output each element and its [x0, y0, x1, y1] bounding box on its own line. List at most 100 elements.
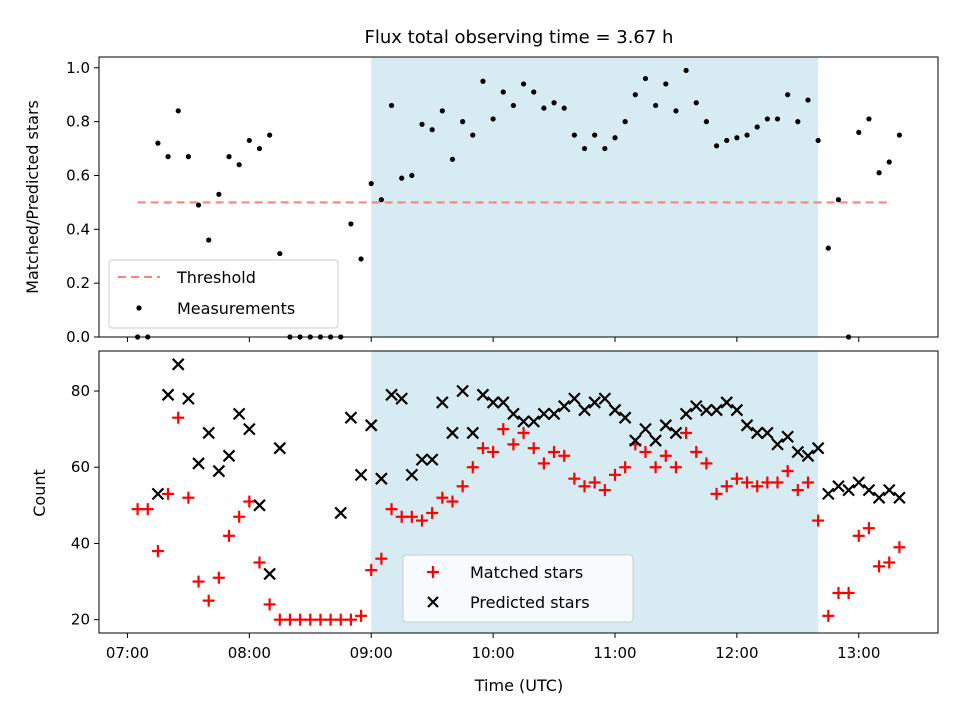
- measurement-point: [886, 159, 892, 165]
- matched-star-point: [395, 510, 408, 523]
- measurement-point: [175, 108, 181, 114]
- predicted-star-point: [791, 445, 805, 459]
- predicted-star-stroke-b: [466, 426, 480, 440]
- predicted-star-stroke-b: [405, 468, 419, 482]
- predicted-star-stroke-b: [171, 358, 185, 371]
- measurement-point: [622, 119, 628, 125]
- bottom-y-tick-label: 40: [71, 534, 90, 552]
- predicted-star-stroke-b: [791, 445, 805, 459]
- measurement-point: [602, 145, 608, 152]
- matched-star-point: [568, 472, 581, 485]
- predicted-star-stroke-b: [598, 392, 612, 405]
- predicted-star-stroke-b: [486, 396, 500, 409]
- predicted-star-point: [537, 407, 551, 421]
- matched-star-point: [598, 484, 611, 497]
- predicted-star-stroke-b: [852, 476, 866, 489]
- measurement-point: [581, 145, 588, 152]
- bottom-x-tick-label: 10:00: [471, 644, 514, 662]
- matched-star-point: [416, 514, 429, 527]
- measurement-point: [632, 92, 638, 98]
- measurement-point: [368, 180, 374, 187]
- predicted-star-point: [649, 434, 662, 447]
- matched-star-point: [223, 529, 236, 542]
- measurement-point: [561, 105, 567, 111]
- matched-star-point: [781, 465, 794, 478]
- measurement-point: [835, 197, 842, 203]
- measurement-point: [155, 140, 161, 146]
- predicted-star-stroke-b: [639, 422, 652, 436]
- matched-star-point: [202, 594, 215, 607]
- measurement-point: [409, 172, 415, 179]
- measurement-point: [744, 132, 750, 138]
- predicted-star-stroke-b: [720, 396, 734, 409]
- matched-star-point: [680, 426, 693, 439]
- predicted-star-point: [761, 426, 774, 440]
- predicted-star-stroke-b: [740, 419, 754, 432]
- measurement-point: [856, 129, 862, 135]
- measurement-point: [429, 127, 435, 133]
- predicted-star-point: [710, 403, 723, 417]
- predicted-star-stroke-b: [517, 415, 530, 428]
- bottom-x-tick-label: 09:00: [350, 644, 393, 662]
- predicted-star-stroke-b: [882, 483, 896, 497]
- matched-star-point: [700, 457, 713, 470]
- predicted-star-point: [659, 419, 673, 432]
- measurement-point: [500, 89, 506, 95]
- predicted-star-stroke-b: [496, 396, 510, 409]
- measurement-point: [165, 154, 171, 160]
- measurement-point: [185, 154, 191, 160]
- matched-star-point: [842, 586, 855, 599]
- matched-star-point: [751, 480, 764, 493]
- measurement-point: [531, 89, 537, 95]
- measurement-point: [592, 132, 598, 138]
- measurement-point: [815, 137, 821, 144]
- bottom-plot-frame: [98, 350, 939, 634]
- matched-star-point: [273, 613, 286, 626]
- bottom-x-tick-label: 11:00: [593, 644, 636, 662]
- matched-star-point: [263, 598, 276, 611]
- top-panel: 0.0 0.2 0.4 0.6 0.8 1.0 Matched/Predicted sta…: [23, 56, 939, 346]
- predicted-star-stroke-b: [385, 388, 398, 402]
- measurement-point: [348, 221, 354, 227]
- measurement-point: [358, 256, 364, 262]
- matched-star-point: [162, 487, 175, 500]
- bottom-legend: Matched stars Predicted stars: [402, 554, 634, 623]
- predicted-star-point: [568, 392, 581, 405]
- predicted-star-stroke-b: [446, 426, 459, 440]
- matched-star-point: [873, 560, 886, 573]
- matched-star-point: [507, 438, 520, 451]
- matched-star-point: [131, 503, 144, 516]
- predicted-star-point: [822, 487, 835, 501]
- predicted-star-stroke-b: [872, 491, 886, 504]
- predicted-star-stroke-b: [781, 430, 794, 444]
- matched-star-point: [172, 411, 185, 424]
- predicted-star-stroke-b: [659, 419, 673, 432]
- matched-star-point: [466, 461, 479, 474]
- predicted-star-point: [344, 411, 358, 424]
- predicted-star-stroke-b: [161, 388, 175, 402]
- measurement-point: [673, 108, 679, 114]
- measurement-point: [216, 191, 222, 197]
- matched-star-point: [405, 510, 418, 523]
- predicted-star-point: [598, 392, 612, 405]
- matched-star-point: [334, 613, 347, 626]
- predicted-star-point: [771, 438, 784, 451]
- matched-star-point: [588, 476, 601, 489]
- matched-star-point: [212, 571, 225, 584]
- predicted-star-stroke-b: [415, 453, 429, 466]
- measurement-point: [785, 92, 791, 98]
- measurement-point: [724, 137, 730, 144]
- predicted-star-stroke-b: [222, 449, 236, 463]
- predicted-star-stroke-b: [771, 438, 784, 451]
- matched-star-point: [324, 613, 337, 626]
- legend-matched-swatch: [427, 566, 439, 578]
- matched-star-point: [812, 514, 825, 527]
- matched-star-point: [669, 461, 682, 474]
- bottom-panel: 20 40 60 80 07:00 08:00 09:00 10:00 11:00 12:00 1…: [30, 350, 939, 695]
- predicted-star-stroke-b: [842, 483, 855, 497]
- measurement-point: [470, 132, 476, 138]
- measurement-point: [256, 145, 263, 152]
- predicted-star-stroke-b: [243, 422, 256, 436]
- legend-predicted-label: Predicted stars: [470, 593, 590, 612]
- predicted-star-point: [405, 468, 419, 482]
